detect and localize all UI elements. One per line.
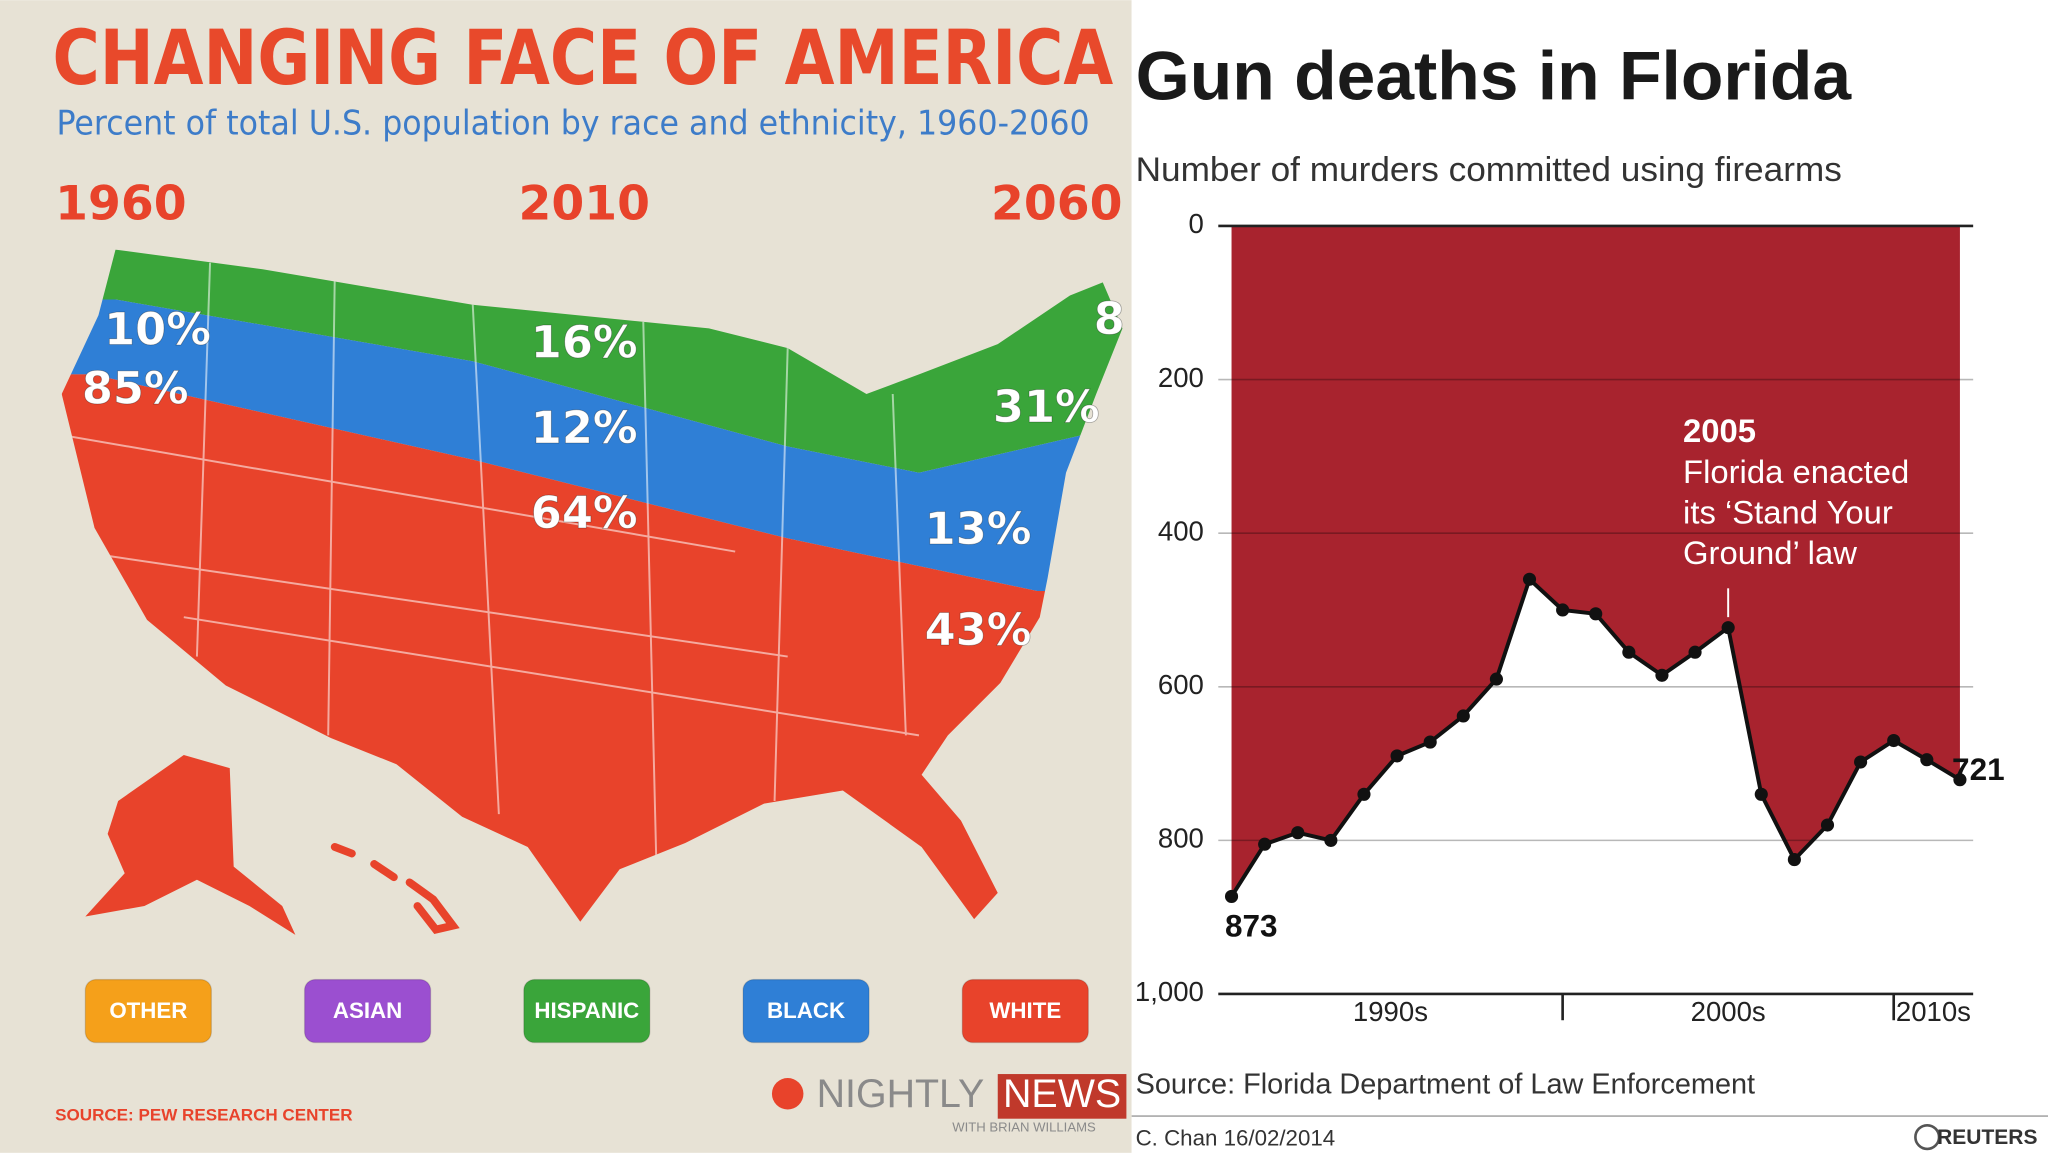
legend-label: BLACK	[767, 998, 845, 1023]
legend-label: HISPANIC	[534, 998, 639, 1023]
area	[1231, 225, 1960, 897]
map-subtitle: Percent of total U.S. population by race…	[56, 103, 1089, 143]
state-lines	[61, 262, 920, 867]
point	[1688, 645, 1702, 659]
value-label: 64%	[531, 487, 638, 539]
brand-box	[997, 1074, 1127, 1119]
alaska	[85, 755, 296, 935]
hawaii	[330, 843, 460, 935]
point	[1754, 787, 1768, 801]
chart-agency: REUTERS	[1937, 1126, 2037, 1149]
chart-subtitle: Number of murders committed using firear…	[1136, 151, 1842, 189]
y-tick-label: 1,000	[1135, 976, 1204, 1007]
y-tick-label: 400	[1158, 515, 1204, 546]
legend-swatch	[303, 978, 432, 1044]
point	[1456, 709, 1470, 723]
point	[1920, 753, 1934, 767]
brand-nightly: NIGHTLY	[817, 1072, 985, 1116]
legend-swatch	[961, 978, 1089, 1044]
legend-swatch	[742, 978, 870, 1044]
point	[1357, 787, 1371, 801]
y-tick-label: 800	[1158, 823, 1204, 854]
value-label: 31%	[993, 381, 1100, 433]
brand-logo	[771, 1077, 804, 1110]
y-tick-label: 0	[1189, 208, 1204, 239]
point	[1820, 818, 1835, 832]
x-decade-label: 1990s	[1353, 996, 1428, 1027]
data-label: 873	[1225, 907, 1278, 943]
legend-label: OTHER	[109, 998, 187, 1023]
year-label: 2060	[991, 176, 1123, 231]
point	[1258, 837, 1272, 851]
legend-swatch	[523, 978, 651, 1044]
annotation-title: 2005	[1683, 412, 1756, 449]
brand-credit: WITH BRIAN WILLIAMS	[952, 1119, 1096, 1134]
annotation-text: its ‘Stand Your	[1683, 493, 1893, 530]
point	[1291, 826, 1305, 840]
map-source: SOURCE: PEW RESEARCH CENTER	[55, 1106, 352, 1125]
y-tick-label: 600	[1158, 669, 1204, 700]
point	[1224, 889, 1239, 904]
point	[1787, 853, 1801, 867]
chart-title: Gun deaths in Florida	[1136, 39, 1853, 115]
point	[1556, 603, 1570, 617]
annotation-text: Ground’ law	[1683, 534, 1857, 571]
point	[1887, 733, 1901, 748]
value-label: 16%	[531, 316, 638, 368]
point	[1324, 833, 1338, 847]
point	[1423, 735, 1437, 749]
value-label: 13%	[925, 503, 1032, 555]
year-label: 1960	[55, 176, 187, 231]
y-tick-label: 200	[1158, 362, 1204, 393]
x-decade-label: 2000s	[1691, 996, 1766, 1027]
point	[1390, 749, 1404, 763]
legend-label: WHITE	[989, 998, 1061, 1023]
value-label: 10%	[104, 303, 211, 355]
point	[1854, 755, 1868, 769]
point	[1489, 672, 1503, 686]
point	[1589, 607, 1603, 621]
data-label: 721	[1952, 751, 2005, 787]
point	[1622, 645, 1636, 659]
map-band-black	[61, 299, 1123, 591]
map-title: CHANGING FACE OF AMERICA	[53, 13, 1114, 102]
point	[1953, 773, 1967, 787]
annotation-text: Florida enacted	[1683, 453, 1909, 490]
chart-credit: C. Chan 16/02/2014	[1136, 1126, 1336, 1151]
legend-swatch	[84, 978, 213, 1044]
point	[1721, 621, 1735, 635]
value-label: 8	[1094, 293, 1125, 345]
reuters-logo	[1914, 1123, 1941, 1151]
legend-label: ASIAN	[333, 998, 402, 1023]
point	[1655, 668, 1669, 682]
value-label: 12%	[531, 402, 638, 454]
x-decade-label: 2010s	[1896, 996, 1971, 1027]
chart-source: Source: Florida Department of Law Enforc…	[1136, 1068, 1756, 1100]
value-label: 43%	[925, 604, 1032, 656]
year-label: 2010	[518, 176, 650, 231]
value-label: 85%	[82, 362, 189, 414]
brand-news: NEWS	[1003, 1072, 1121, 1116]
point	[1522, 572, 1537, 586]
